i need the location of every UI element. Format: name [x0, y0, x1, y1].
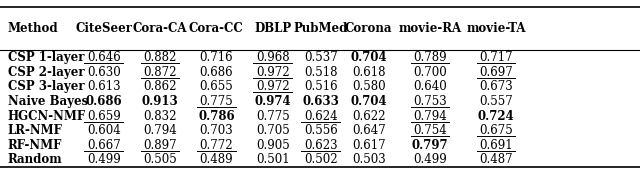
Text: Cora-CC: Cora-CC: [189, 22, 244, 35]
Text: 0.972: 0.972: [256, 66, 289, 79]
Text: 0.724: 0.724: [477, 110, 515, 122]
Text: 0.646: 0.646: [87, 51, 120, 64]
Text: 0.633: 0.633: [302, 95, 339, 108]
Text: RF-NMF: RF-NMF: [8, 139, 62, 152]
Text: 0.703: 0.703: [200, 124, 233, 137]
Text: 0.557: 0.557: [479, 95, 513, 108]
Text: 0.556: 0.556: [304, 124, 337, 137]
Text: CSP 1-layer: CSP 1-layer: [8, 51, 84, 64]
Text: movie-TA: movie-TA: [467, 22, 525, 35]
Text: 0.872: 0.872: [143, 66, 177, 79]
Text: 0.503: 0.503: [352, 153, 385, 166]
Text: 0.794: 0.794: [413, 110, 447, 122]
Text: CSP 3-layer: CSP 3-layer: [8, 80, 84, 93]
Text: 0.717: 0.717: [479, 51, 513, 64]
Text: Random: Random: [8, 153, 62, 166]
Text: 0.905: 0.905: [256, 139, 289, 152]
Text: 0.580: 0.580: [352, 80, 385, 93]
Text: 0.832: 0.832: [143, 110, 177, 122]
Text: 0.974: 0.974: [254, 95, 291, 108]
Text: 0.604: 0.604: [87, 124, 120, 137]
Text: 0.630: 0.630: [87, 66, 120, 79]
Text: 0.622: 0.622: [352, 110, 385, 122]
Text: 0.686: 0.686: [200, 66, 233, 79]
Text: 0.897: 0.897: [143, 139, 177, 152]
Text: 0.789: 0.789: [413, 51, 447, 64]
Text: 0.489: 0.489: [200, 153, 233, 166]
Text: 0.624: 0.624: [304, 110, 337, 122]
Text: 0.704: 0.704: [350, 51, 387, 64]
Text: 0.754: 0.754: [413, 124, 447, 137]
Text: 0.772: 0.772: [200, 139, 233, 152]
Text: 0.704: 0.704: [350, 95, 387, 108]
Text: Method: Method: [8, 22, 58, 35]
Text: 0.716: 0.716: [200, 51, 233, 64]
Text: 0.623: 0.623: [304, 139, 337, 152]
Text: 0.786: 0.786: [198, 110, 235, 122]
Text: HGCN-NMF: HGCN-NMF: [8, 110, 86, 122]
Text: 0.753: 0.753: [413, 95, 447, 108]
Text: 0.647: 0.647: [352, 124, 385, 137]
Text: 0.516: 0.516: [304, 80, 337, 93]
Text: Cora-CA: Cora-CA: [132, 22, 188, 35]
Text: DBLP: DBLP: [254, 22, 291, 35]
Text: 0.775: 0.775: [200, 95, 233, 108]
Text: 0.794: 0.794: [143, 124, 177, 137]
Text: 0.862: 0.862: [143, 80, 177, 93]
Text: 0.697: 0.697: [479, 66, 513, 79]
Text: 0.882: 0.882: [143, 51, 177, 64]
Text: 0.518: 0.518: [304, 66, 337, 79]
Text: 0.673: 0.673: [479, 80, 513, 93]
Text: 0.640: 0.640: [413, 80, 447, 93]
Text: 0.499: 0.499: [413, 153, 447, 166]
Text: 0.618: 0.618: [352, 66, 385, 79]
Text: 0.487: 0.487: [479, 153, 513, 166]
Text: Naive Bayes: Naive Bayes: [8, 95, 88, 108]
Text: 0.675: 0.675: [479, 124, 513, 137]
Text: CSP 2-layer: CSP 2-layer: [8, 66, 84, 79]
Text: 0.659: 0.659: [87, 110, 120, 122]
Text: 0.667: 0.667: [87, 139, 120, 152]
Text: 0.537: 0.537: [304, 51, 337, 64]
Text: 0.501: 0.501: [256, 153, 289, 166]
Text: 0.617: 0.617: [352, 139, 385, 152]
Text: 0.686: 0.686: [85, 95, 122, 108]
Text: LR-NMF: LR-NMF: [8, 124, 63, 137]
Text: 0.499: 0.499: [87, 153, 120, 166]
Text: 0.502: 0.502: [304, 153, 337, 166]
Text: 0.968: 0.968: [256, 51, 289, 64]
Text: 0.797: 0.797: [412, 139, 449, 152]
Text: movie-RA: movie-RA: [399, 22, 461, 35]
Text: 0.700: 0.700: [413, 66, 447, 79]
Text: 0.655: 0.655: [200, 80, 233, 93]
Text: 0.913: 0.913: [141, 95, 179, 108]
Text: 0.505: 0.505: [143, 153, 177, 166]
Text: 0.705: 0.705: [256, 124, 289, 137]
Text: 0.613: 0.613: [87, 80, 120, 93]
Text: CiteSeer: CiteSeer: [75, 22, 132, 35]
Text: 0.775: 0.775: [256, 110, 289, 122]
Text: 0.972: 0.972: [256, 80, 289, 93]
Text: 0.691: 0.691: [479, 139, 513, 152]
Text: Corona: Corona: [345, 22, 392, 35]
Text: PubMed: PubMed: [294, 22, 348, 35]
